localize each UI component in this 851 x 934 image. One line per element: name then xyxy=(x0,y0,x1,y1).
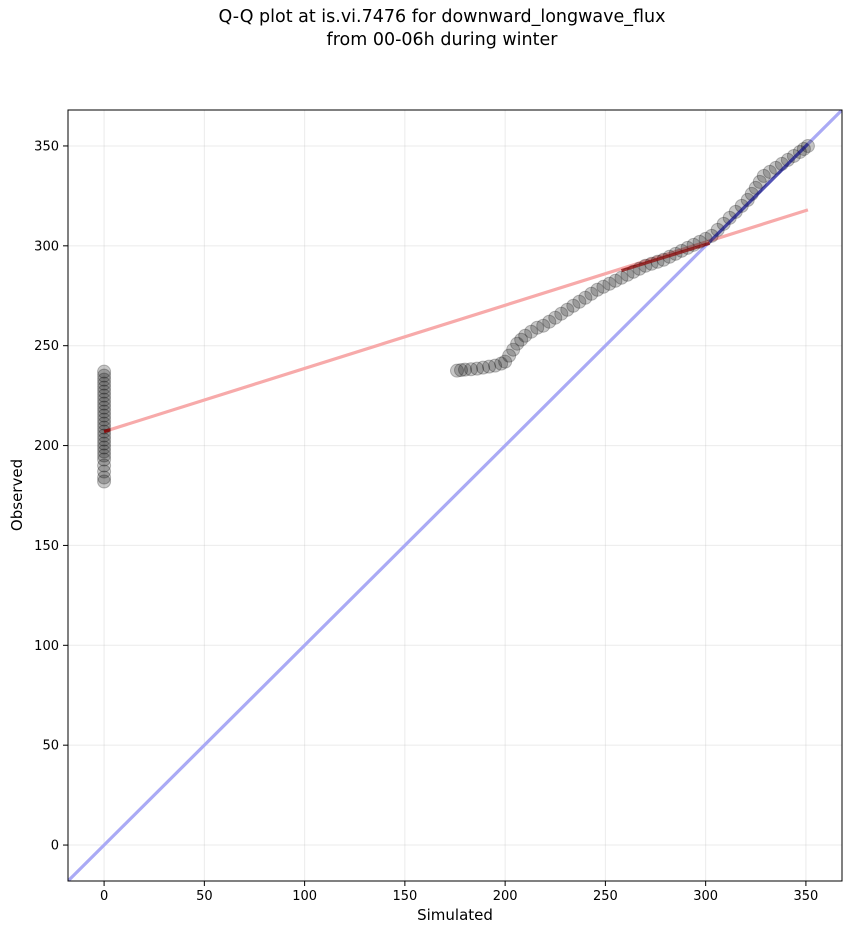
qq-point xyxy=(97,376,112,391)
qq-point xyxy=(498,354,513,369)
qq-point xyxy=(780,152,795,167)
qq-point xyxy=(566,298,581,313)
fit-line-overlap-left xyxy=(103,428,111,434)
qq-point xyxy=(614,270,629,285)
qq-point xyxy=(482,359,497,374)
qq-point xyxy=(476,360,491,375)
qq-point xyxy=(97,470,112,485)
qq-point xyxy=(734,198,749,213)
qq-point xyxy=(97,464,112,479)
qq-point xyxy=(710,222,725,237)
qq-point xyxy=(722,210,737,225)
qq-point xyxy=(97,432,112,447)
qq-point xyxy=(464,362,479,377)
qq-point xyxy=(97,452,112,467)
y-tick-label: 150 xyxy=(34,539,59,554)
qq-point xyxy=(97,436,112,451)
qq-point xyxy=(97,404,112,419)
y-tick-label: 350 xyxy=(34,139,59,154)
qq-point xyxy=(716,216,731,231)
qq-point xyxy=(584,286,599,301)
x-axis-label: Simulated xyxy=(417,906,493,924)
one-to-one-overlap xyxy=(708,142,810,243)
qq-point xyxy=(97,388,112,403)
qq-point xyxy=(97,396,112,411)
qq-point xyxy=(97,408,112,423)
qq-point xyxy=(536,318,551,333)
y-tick-label: 100 xyxy=(34,639,59,654)
y-axis-label: Observed xyxy=(8,459,26,531)
qq-point xyxy=(97,400,112,415)
qq-point xyxy=(560,302,575,317)
qq-point xyxy=(572,294,587,309)
qq-point xyxy=(97,448,112,463)
x-tick-label: 0 xyxy=(100,889,108,904)
qq-point xyxy=(97,368,112,383)
qq-point xyxy=(510,336,525,351)
qq-point xyxy=(97,412,112,427)
qq-point xyxy=(454,363,469,378)
y-tick-label: 300 xyxy=(34,239,59,254)
y-tick-label: 200 xyxy=(34,439,59,454)
qq-point xyxy=(470,361,485,376)
chart-title: Q-Q plot at is.vi.7476 for downward_long… xyxy=(218,7,666,50)
plot-frame xyxy=(67,109,843,882)
qq-point xyxy=(728,204,743,219)
qq-point xyxy=(578,290,593,305)
x-tick-label: 250 xyxy=(593,889,618,904)
qq-point xyxy=(704,228,719,243)
qq-point xyxy=(494,356,509,371)
qq-point xyxy=(518,328,533,343)
qq-point xyxy=(458,362,473,377)
qq-point xyxy=(450,363,465,378)
x-tick-label: 50 xyxy=(196,889,213,904)
qq-point xyxy=(97,384,112,399)
qq-point xyxy=(590,282,605,297)
qq-point xyxy=(530,320,545,335)
qq-point xyxy=(97,392,112,407)
qq-point xyxy=(514,332,529,347)
qq-point xyxy=(97,372,112,387)
grid xyxy=(68,110,842,881)
qq-point xyxy=(506,342,521,357)
qq-point xyxy=(97,380,112,395)
qq-point xyxy=(502,348,517,363)
overlap-highlight xyxy=(103,142,810,434)
qq-point xyxy=(542,314,557,329)
x-tick-label: 150 xyxy=(392,889,417,904)
qq-point xyxy=(97,458,112,473)
qq-point xyxy=(740,192,755,207)
points xyxy=(97,138,815,489)
qq-point xyxy=(97,474,112,489)
qq-point xyxy=(97,364,112,379)
qq-point xyxy=(608,273,623,288)
qq-point xyxy=(97,444,112,459)
y-tick-label: 0 xyxy=(51,839,59,854)
qq-point xyxy=(554,306,569,321)
qq-point xyxy=(762,164,777,179)
x-tick-label: 100 xyxy=(292,889,317,904)
qq-point xyxy=(602,276,617,291)
qq-point xyxy=(596,279,611,294)
x-tick-label: 350 xyxy=(793,889,818,904)
x-tick-label: 300 xyxy=(693,889,718,904)
y-tick-label: 50 xyxy=(42,739,59,754)
fit-line xyxy=(103,208,809,434)
axis-ticks: 0 50 100 150 200 250 300 350 0 50 100 150 200 250 300 3… xyxy=(34,139,818,904)
fit-line-overlap-right xyxy=(620,241,711,273)
qq-point xyxy=(97,428,112,443)
qq-point xyxy=(548,310,563,325)
x-tick-label: 200 xyxy=(493,889,518,904)
qq-point xyxy=(524,324,539,339)
qq-point xyxy=(756,168,771,183)
y-tick-label: 250 xyxy=(34,339,59,354)
qq-point xyxy=(752,174,767,189)
qq-point xyxy=(97,440,112,455)
qq-point xyxy=(488,358,503,373)
